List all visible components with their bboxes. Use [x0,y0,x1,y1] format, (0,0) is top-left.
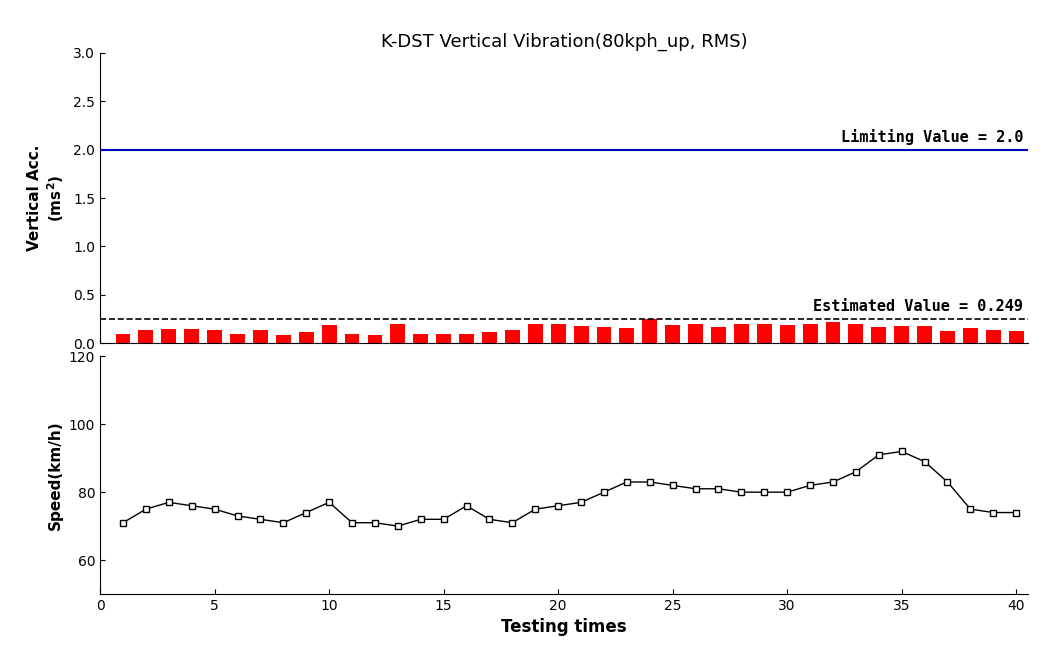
Bar [597,327,611,343]
Bar [368,335,383,343]
Text: Limiting Value = 2.0: Limiting Value = 2.0 [841,129,1023,145]
Bar [298,331,314,343]
Text: Estimated Value = 0.249: Estimated Value = 0.249 [814,299,1023,314]
Bar [276,335,291,343]
Bar [963,328,978,343]
Bar [551,324,566,343]
Bar [872,327,886,343]
Bar [184,329,199,343]
Bar [917,326,932,343]
Bar [161,329,176,343]
Bar [528,324,543,343]
Bar [138,329,154,343]
Bar [390,324,406,343]
Bar [757,324,772,343]
Bar [230,333,245,343]
Bar [413,333,428,343]
Bar [711,327,726,343]
Y-axis label: Speed(km/h): Speed(km/h) [48,420,63,530]
Bar [894,326,910,343]
X-axis label: Testing times: Testing times [501,618,627,636]
Bar [460,333,474,343]
Bar [665,325,680,343]
Bar [482,331,496,343]
Bar [345,333,359,343]
Bar [780,325,795,343]
Bar [734,324,748,343]
Bar [321,325,336,343]
Bar [803,324,818,343]
Bar [208,329,222,343]
Bar [940,331,955,343]
Bar [505,329,520,343]
Text: K-DST Vertical Vibration(80kph_up, RMS): K-DST Vertical Vibration(80kph_up, RMS) [380,33,747,51]
Bar [688,324,703,343]
Bar [825,322,840,343]
Bar [848,324,863,343]
Bar [642,319,658,343]
Bar [253,329,268,343]
Bar [985,329,1000,343]
Bar [620,328,635,343]
Bar [1009,331,1023,343]
Bar [436,335,451,343]
Y-axis label: Vertical Acc.
($\mathregular{ms^{2}}$): Vertical Acc. ($\mathregular{ms^{2}}$) [27,145,66,251]
Bar [573,326,588,343]
Bar [116,335,131,343]
